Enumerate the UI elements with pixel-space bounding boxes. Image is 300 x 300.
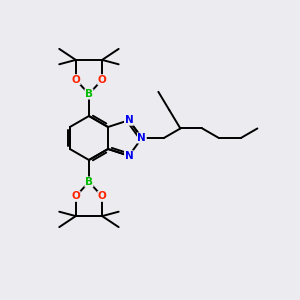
Text: N: N [137, 133, 146, 143]
Text: N: N [124, 151, 133, 161]
Text: B: B [85, 89, 93, 99]
Text: B: B [85, 177, 93, 187]
Text: O: O [98, 191, 106, 201]
Text: O: O [71, 191, 80, 201]
Text: O: O [98, 75, 106, 85]
Text: O: O [71, 75, 80, 85]
Text: N: N [124, 115, 133, 125]
